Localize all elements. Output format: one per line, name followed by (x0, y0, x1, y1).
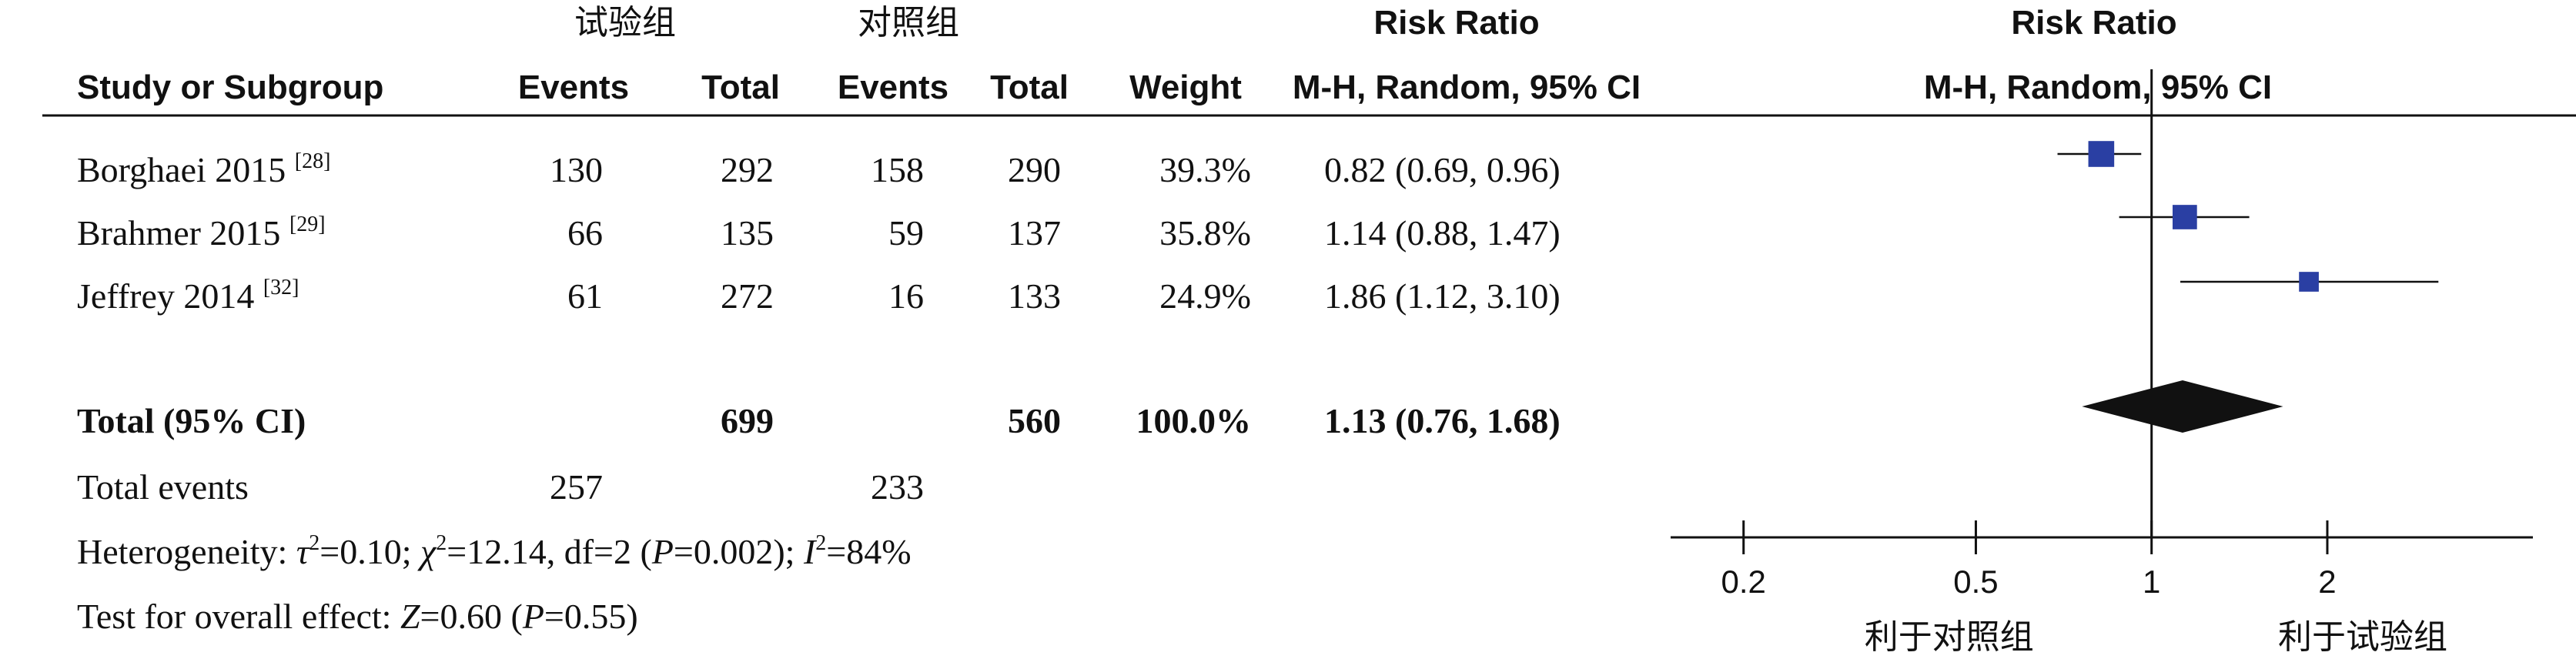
events-control-value: 16 (888, 276, 924, 316)
total-risk-ratio-ci: 1.13 (0.76, 1.68) (1324, 401, 1561, 440)
risk-ratio-ci-value: 0.82 (0.69, 0.96) (1324, 150, 1561, 189)
header-method-plot: M-H, Random, 95% CI (1924, 69, 2272, 106)
total-experimental-value: 292 (721, 150, 774, 189)
header-events-experimental: Events (518, 69, 629, 106)
events-experimental-value: 130 (550, 150, 603, 189)
header-total-control: Total (990, 69, 1069, 106)
axis-tick-label: 0.5 (1953, 564, 1998, 600)
total-events-experimental: 257 (550, 467, 603, 507)
total-events-label: Total events (77, 467, 249, 507)
axis-tick-label: 1 (2143, 564, 2160, 600)
total-experimental-value: 135 (721, 213, 774, 253)
events-control-value: 158 (871, 150, 924, 189)
header-events-control: Events (838, 69, 948, 106)
events-experimental-value: 66 (567, 213, 603, 253)
study-row: Jeffrey 2014 [32] 61 272 16 133 24.9% 1.… (77, 276, 1561, 316)
favours-control-label: 利于对照组 (1865, 617, 2034, 657)
study-name: Brahmer 2015 [29] (77, 212, 326, 253)
header-total-experimental: Total (701, 69, 780, 106)
effect-marker (2173, 205, 2197, 229)
events-control-value: 59 (888, 213, 924, 253)
effect-marker (2088, 141, 2115, 167)
risk-ratio-ci-value: 1.86 (1.12, 3.10) (1324, 276, 1561, 316)
weight-value: 39.3% (1159, 150, 1251, 189)
total-row: Total (95% CI) 699 560 100.0% 1.13 (0.76… (77, 401, 1561, 440)
header-control-group: 对照组 (858, 3, 959, 42)
study-row: Borghaei 2015 [28] 130 292 158 290 39.3%… (77, 149, 1561, 189)
total-label: Total (95% CI) (77, 401, 306, 440)
axis-tick-label: 2 (2318, 564, 2336, 600)
total-experimental-value: 272 (721, 276, 774, 316)
axis-tick-label: 0.2 (1721, 564, 1766, 600)
header-risk-ratio-plot: Risk Ratio (2011, 4, 2176, 42)
total-control-value: 133 (1008, 276, 1061, 316)
pooled-diamond (2082, 380, 2283, 433)
header-weight: Weight (1129, 69, 1242, 106)
total-control-sum: 560 (1008, 401, 1061, 440)
events-experimental-value: 61 (567, 276, 603, 316)
overall-effect-test: Test for overall effect: Z=0.60 (P=0.55) (77, 597, 638, 636)
weight-value: 24.9% (1159, 276, 1251, 316)
total-events-control: 233 (871, 467, 924, 507)
total-events-row: Total events 257 233 (77, 467, 924, 507)
weight-value: 35.8% (1159, 213, 1251, 253)
header-study-column: Study or Subgroup (77, 69, 383, 106)
header-experimental-group: 试验组 (574, 3, 676, 42)
study-name: Borghaei 2015 [28] (77, 149, 330, 189)
total-experimental-sum: 699 (721, 401, 774, 440)
total-control-value: 137 (1008, 213, 1061, 253)
total-weight: 100.0% (1136, 401, 1252, 440)
study-name: Jeffrey 2014 [32] (77, 276, 299, 316)
header-method: M-H, Random, 95% CI (1293, 69, 1641, 106)
risk-ratio-ci-value: 1.14 (0.88, 1.47) (1324, 213, 1561, 253)
total-control-value: 290 (1008, 150, 1061, 189)
header-risk-ratio: Risk Ratio (1373, 4, 1539, 42)
study-row: Brahmer 2015 [29] 66 135 59 137 35.8% 1.… (77, 212, 1561, 253)
effect-marker (2299, 272, 2319, 292)
forest-plot: 0.2 0.5 1 2 利于对照组 利于试验组 (1671, 69, 2533, 657)
favours-experimental-label: 利于试验组 (2278, 617, 2447, 657)
heterogeneity-statistics: Heterogeneity: τ2=0.10; χ2=12.14, df=2 (… (77, 531, 912, 571)
